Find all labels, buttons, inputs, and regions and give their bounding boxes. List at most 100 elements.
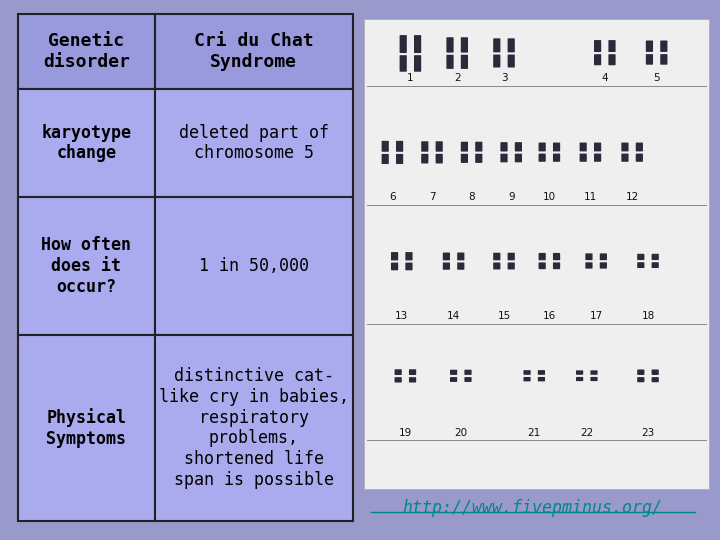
Text: 23: 23 bbox=[642, 428, 654, 438]
Text: 17: 17 bbox=[590, 311, 603, 321]
FancyBboxPatch shape bbox=[461, 154, 468, 163]
Text: 19: 19 bbox=[399, 428, 412, 438]
Text: 5: 5 bbox=[653, 73, 660, 83]
FancyBboxPatch shape bbox=[539, 253, 546, 260]
FancyBboxPatch shape bbox=[464, 370, 472, 375]
FancyBboxPatch shape bbox=[508, 253, 515, 260]
FancyBboxPatch shape bbox=[395, 377, 402, 382]
FancyBboxPatch shape bbox=[637, 262, 644, 268]
FancyBboxPatch shape bbox=[636, 153, 643, 162]
FancyBboxPatch shape bbox=[18, 335, 155, 521]
FancyBboxPatch shape bbox=[580, 143, 587, 151]
Text: 15: 15 bbox=[498, 311, 510, 321]
FancyBboxPatch shape bbox=[155, 89, 353, 197]
FancyBboxPatch shape bbox=[539, 153, 546, 162]
FancyBboxPatch shape bbox=[391, 262, 398, 271]
FancyBboxPatch shape bbox=[652, 262, 659, 268]
Text: karyotype
change: karyotype change bbox=[41, 124, 131, 163]
FancyBboxPatch shape bbox=[400, 35, 407, 53]
FancyBboxPatch shape bbox=[421, 141, 428, 152]
FancyBboxPatch shape bbox=[515, 142, 522, 152]
FancyBboxPatch shape bbox=[500, 142, 508, 152]
FancyBboxPatch shape bbox=[155, 14, 353, 89]
FancyBboxPatch shape bbox=[382, 141, 389, 152]
FancyBboxPatch shape bbox=[637, 377, 644, 382]
Text: 3: 3 bbox=[500, 73, 508, 83]
FancyBboxPatch shape bbox=[594, 143, 601, 151]
FancyBboxPatch shape bbox=[446, 55, 454, 69]
FancyBboxPatch shape bbox=[523, 370, 531, 375]
FancyBboxPatch shape bbox=[414, 55, 421, 72]
FancyBboxPatch shape bbox=[576, 370, 583, 375]
FancyBboxPatch shape bbox=[637, 254, 644, 260]
FancyBboxPatch shape bbox=[660, 40, 667, 52]
Text: 9: 9 bbox=[508, 192, 515, 202]
FancyBboxPatch shape bbox=[414, 35, 421, 53]
FancyBboxPatch shape bbox=[457, 253, 464, 260]
FancyBboxPatch shape bbox=[660, 54, 667, 65]
FancyBboxPatch shape bbox=[450, 370, 457, 375]
FancyBboxPatch shape bbox=[553, 262, 560, 269]
FancyBboxPatch shape bbox=[436, 141, 443, 152]
FancyBboxPatch shape bbox=[18, 89, 155, 197]
FancyBboxPatch shape bbox=[446, 37, 454, 52]
FancyBboxPatch shape bbox=[475, 154, 482, 163]
FancyBboxPatch shape bbox=[508, 55, 515, 68]
Text: 14: 14 bbox=[447, 311, 460, 321]
Text: 21: 21 bbox=[528, 428, 541, 438]
Text: 1: 1 bbox=[407, 73, 414, 83]
FancyBboxPatch shape bbox=[409, 369, 416, 375]
FancyBboxPatch shape bbox=[621, 153, 629, 162]
FancyBboxPatch shape bbox=[608, 54, 616, 65]
FancyBboxPatch shape bbox=[443, 253, 450, 260]
FancyBboxPatch shape bbox=[155, 197, 353, 335]
Text: deleted part of
chromosome 5: deleted part of chromosome 5 bbox=[179, 124, 329, 163]
Text: 2: 2 bbox=[454, 73, 461, 83]
FancyBboxPatch shape bbox=[508, 262, 515, 269]
FancyBboxPatch shape bbox=[652, 377, 659, 382]
FancyBboxPatch shape bbox=[436, 154, 443, 164]
FancyBboxPatch shape bbox=[405, 262, 413, 271]
FancyBboxPatch shape bbox=[443, 262, 450, 270]
FancyBboxPatch shape bbox=[523, 377, 531, 381]
FancyBboxPatch shape bbox=[508, 38, 515, 52]
FancyBboxPatch shape bbox=[600, 262, 607, 268]
FancyBboxPatch shape bbox=[652, 369, 659, 375]
Text: 6: 6 bbox=[389, 192, 396, 202]
FancyBboxPatch shape bbox=[18, 14, 155, 89]
FancyBboxPatch shape bbox=[590, 377, 598, 381]
FancyBboxPatch shape bbox=[493, 262, 500, 269]
FancyBboxPatch shape bbox=[553, 153, 560, 162]
FancyBboxPatch shape bbox=[621, 143, 629, 151]
FancyBboxPatch shape bbox=[636, 143, 643, 151]
Text: 20: 20 bbox=[454, 428, 467, 438]
FancyBboxPatch shape bbox=[450, 377, 457, 382]
Text: 12: 12 bbox=[626, 192, 639, 202]
FancyBboxPatch shape bbox=[594, 153, 601, 162]
Text: Physical
Symptoms: Physical Symptoms bbox=[46, 408, 127, 448]
FancyBboxPatch shape bbox=[395, 369, 402, 375]
FancyBboxPatch shape bbox=[475, 141, 482, 152]
Text: 13: 13 bbox=[395, 311, 408, 321]
FancyBboxPatch shape bbox=[493, 55, 500, 68]
FancyBboxPatch shape bbox=[515, 154, 522, 163]
FancyBboxPatch shape bbox=[396, 141, 403, 152]
Text: 1 in 50,000: 1 in 50,000 bbox=[199, 257, 309, 275]
FancyBboxPatch shape bbox=[409, 377, 416, 382]
FancyBboxPatch shape bbox=[461, 37, 468, 52]
FancyBboxPatch shape bbox=[600, 253, 607, 260]
FancyBboxPatch shape bbox=[538, 370, 545, 375]
FancyBboxPatch shape bbox=[590, 370, 598, 375]
FancyBboxPatch shape bbox=[608, 40, 616, 52]
FancyBboxPatch shape bbox=[594, 40, 601, 52]
FancyBboxPatch shape bbox=[421, 154, 428, 164]
Text: 4: 4 bbox=[601, 73, 608, 83]
FancyBboxPatch shape bbox=[553, 253, 560, 260]
Text: 7: 7 bbox=[428, 192, 436, 202]
FancyBboxPatch shape bbox=[155, 335, 353, 521]
FancyBboxPatch shape bbox=[405, 252, 413, 260]
FancyBboxPatch shape bbox=[646, 40, 653, 52]
FancyBboxPatch shape bbox=[576, 377, 583, 381]
Text: How often
does it
occur?: How often does it occur? bbox=[41, 236, 131, 296]
FancyBboxPatch shape bbox=[461, 141, 468, 152]
